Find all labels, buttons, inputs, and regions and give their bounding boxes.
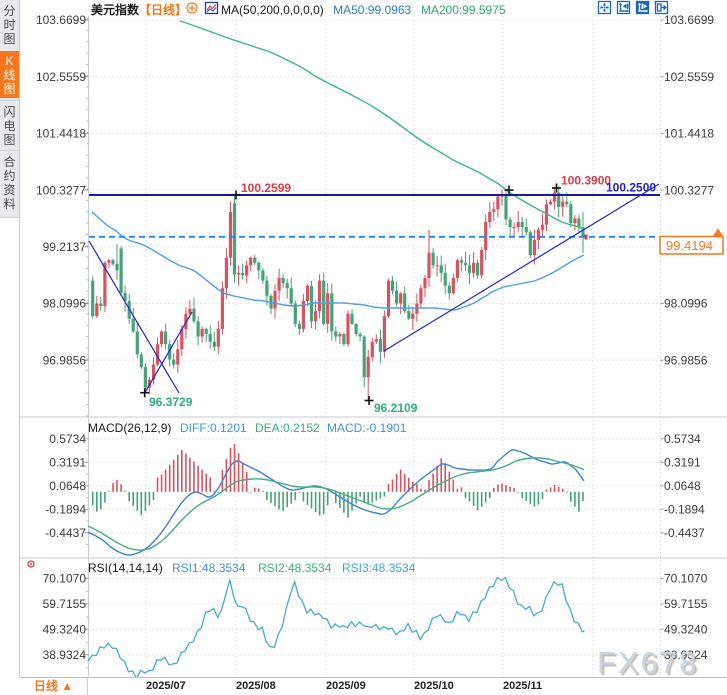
svg-text:103.6699: 103.6699 (36, 13, 86, 27)
svg-text:70.1070: 70.1070 (664, 572, 708, 586)
svg-text:MACD:-0.1901: MACD:-0.1901 (327, 421, 407, 435)
svg-text:MACD(26,12,9): MACD(26,12,9) (88, 421, 171, 435)
svg-text:96.9856: 96.9856 (43, 353, 87, 367)
svg-text:38.9324: 38.9324 (43, 648, 87, 662)
svg-text:103.6699: 103.6699 (664, 13, 714, 27)
svg-text:0.3191: 0.3191 (49, 456, 86, 470)
svg-text:RSI3:48.3534: RSI3:48.3534 (342, 561, 416, 575)
svg-text:98.0996: 98.0996 (664, 297, 708, 311)
svg-text:99.4194: 99.4194 (666, 238, 713, 253)
svg-text:98.0996: 98.0996 (43, 297, 87, 311)
svg-text:0.3191: 0.3191 (664, 456, 701, 470)
svg-text:RSI2:48.3534: RSI2:48.3534 (258, 561, 332, 575)
svg-text:96.9856: 96.9856 (664, 353, 708, 367)
svg-text:-0.1894: -0.1894 (664, 503, 705, 517)
svg-text:-0.1894: -0.1894 (45, 503, 86, 517)
svg-text:0.5734: 0.5734 (49, 432, 86, 446)
svg-text:-0.4437: -0.4437 (664, 526, 705, 540)
svg-text:59.7155: 59.7155 (43, 597, 87, 611)
svg-text:100.3277: 100.3277 (36, 183, 86, 197)
svg-text:100.2500: 100.2500 (606, 181, 656, 195)
svg-text:DIFF:0.1201: DIFF:0.1201 (180, 421, 247, 435)
svg-text:101.4418: 101.4418 (36, 127, 86, 141)
svg-text:0.0648: 0.0648 (49, 479, 86, 493)
svg-text:59.7155: 59.7155 (664, 597, 708, 611)
svg-text:49.3240: 49.3240 (43, 623, 87, 637)
svg-text:99.2137: 99.2137 (43, 240, 87, 254)
svg-text:102.5559: 102.5559 (664, 70, 714, 84)
svg-text:70.1070: 70.1070 (43, 572, 87, 586)
svg-text:38.9324: 38.9324 (664, 648, 708, 662)
svg-text:100.3277: 100.3277 (664, 183, 714, 197)
svg-text:0.5734: 0.5734 (664, 432, 701, 446)
svg-text:49.3240: 49.3240 (664, 623, 708, 637)
svg-text:0.0648: 0.0648 (664, 479, 701, 493)
svg-text:RSI(14,14,14): RSI(14,14,14) (88, 561, 163, 575)
svg-text:100.2599: 100.2599 (241, 181, 291, 195)
svg-text:-0.4437: -0.4437 (45, 526, 86, 540)
svg-text:96.3729: 96.3729 (149, 395, 193, 409)
svg-text:96.2109: 96.2109 (374, 401, 418, 415)
svg-text:101.4418: 101.4418 (664, 127, 714, 141)
svg-text:DEA:0.2152: DEA:0.2152 (255, 421, 320, 435)
svg-text:100.3900: 100.3900 (561, 174, 611, 188)
svg-text:102.5559: 102.5559 (36, 70, 86, 84)
svg-text:RSI1:48.3534: RSI1:48.3534 (172, 561, 246, 575)
